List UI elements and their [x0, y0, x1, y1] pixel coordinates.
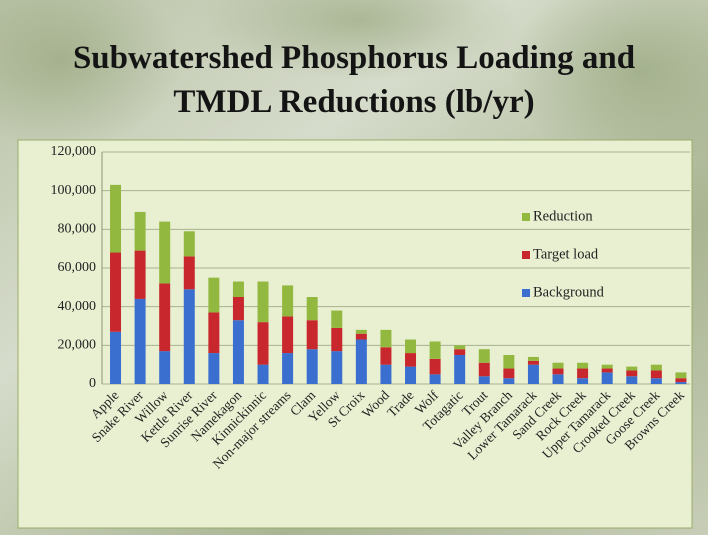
- bar-segment: [405, 366, 417, 384]
- legend-swatch: [522, 289, 530, 297]
- bar-segment: [134, 211, 146, 251]
- bar-segment: [626, 376, 638, 384]
- bar-segment: [257, 322, 269, 365]
- bar-segment: [331, 310, 343, 328]
- legend-swatch: [522, 213, 530, 221]
- bar-segment: [478, 349, 490, 363]
- bar-segment: [650, 378, 662, 384]
- bar-segment: [650, 370, 662, 379]
- bar-segment: [405, 339, 417, 354]
- background-texture: [0, 0, 180, 150]
- bar-segment: [405, 353, 417, 367]
- y-tick-label: 20,000: [58, 338, 97, 353]
- bar-segment: [478, 376, 490, 384]
- bar-segment: [110, 331, 122, 384]
- bar-segment: [232, 320, 244, 384]
- bar-segment: [380, 347, 392, 365]
- bar-segment: [454, 345, 466, 350]
- bar-segment: [110, 184, 122, 253]
- bar-segment: [675, 382, 687, 384]
- bar-segment: [527, 364, 539, 384]
- bar-segment: [159, 283, 171, 352]
- bar-segment: [577, 378, 589, 384]
- legend-label: Target load: [533, 246, 599, 262]
- bar-segment: [675, 372, 687, 379]
- bar-segment: [429, 374, 441, 384]
- bar-segment: [183, 231, 195, 257]
- y-tick-label: 80,000: [58, 222, 97, 237]
- chart-title: TMDL Reductions (lb/yr): [173, 84, 534, 120]
- bar-segment: [257, 364, 269, 384]
- bar-segment: [527, 356, 539, 361]
- bar-segment: [429, 358, 441, 375]
- bar-segment: [675, 378, 687, 383]
- bar-segment: [454, 355, 466, 384]
- bar-segment: [380, 364, 392, 384]
- bar-segment: [331, 327, 343, 352]
- bar-segment: [282, 353, 294, 384]
- bar-segment: [159, 351, 171, 384]
- bar-segment: [183, 289, 195, 384]
- bar-segment: [626, 366, 638, 371]
- bar-segment: [355, 333, 367, 340]
- bar-segment: [208, 353, 220, 384]
- bar-segment: [208, 277, 220, 313]
- y-tick-label: 60,000: [58, 260, 97, 275]
- y-tick-label: 120,000: [51, 144, 97, 159]
- bar-segment: [208, 312, 220, 354]
- bar-segment: [110, 252, 122, 332]
- bar-segment: [552, 374, 564, 384]
- bar-segment: [429, 341, 441, 359]
- bar-segment: [601, 364, 613, 369]
- bar-segment: [183, 256, 195, 290]
- legend-label: Reduction: [533, 208, 593, 224]
- bar-segment: [380, 329, 392, 348]
- bar-segment: [626, 370, 638, 377]
- bar-segment: [503, 355, 515, 369]
- bar-segment: [601, 368, 613, 373]
- bar-segment: [134, 298, 146, 384]
- bar-segment: [577, 362, 589, 369]
- bar-segment: [257, 281, 269, 323]
- bar-segment: [601, 372, 613, 384]
- y-tick-label: 0: [89, 376, 96, 391]
- y-tick-label: 100,000: [51, 183, 97, 198]
- bar-segment: [232, 297, 244, 321]
- chart-title: Subwatershed Phosphorus Loading and: [73, 40, 635, 76]
- chart-panel: [17, 139, 693, 529]
- bar-segment: [306, 349, 318, 384]
- legend-label: Background: [533, 284, 605, 300]
- bar-segment: [306, 320, 318, 350]
- bar-segment: [577, 368, 589, 379]
- background-texture: [200, 0, 520, 80]
- bar-segment: [454, 349, 466, 355]
- bar-segment: [552, 368, 564, 375]
- bar-segment: [331, 351, 343, 384]
- bar-segment: [159, 221, 171, 284]
- bar-segment: [503, 378, 515, 384]
- bar-segment: [650, 364, 662, 371]
- y-tick-label: 40,000: [58, 299, 97, 314]
- bar-segment: [527, 360, 539, 365]
- bar-segment: [478, 362, 490, 377]
- bar-segment: [355, 339, 367, 384]
- bar-segment: [503, 368, 515, 379]
- bar-segment: [552, 362, 564, 369]
- background-texture: [510, 0, 708, 170]
- bar-segment: [282, 316, 294, 354]
- bar-segment: [355, 329, 367, 334]
- bar-segment: [134, 250, 146, 299]
- legend-swatch: [522, 251, 530, 259]
- bar-segment: [306, 297, 318, 321]
- bar-segment: [232, 281, 244, 297]
- bar-segment: [282, 285, 294, 317]
